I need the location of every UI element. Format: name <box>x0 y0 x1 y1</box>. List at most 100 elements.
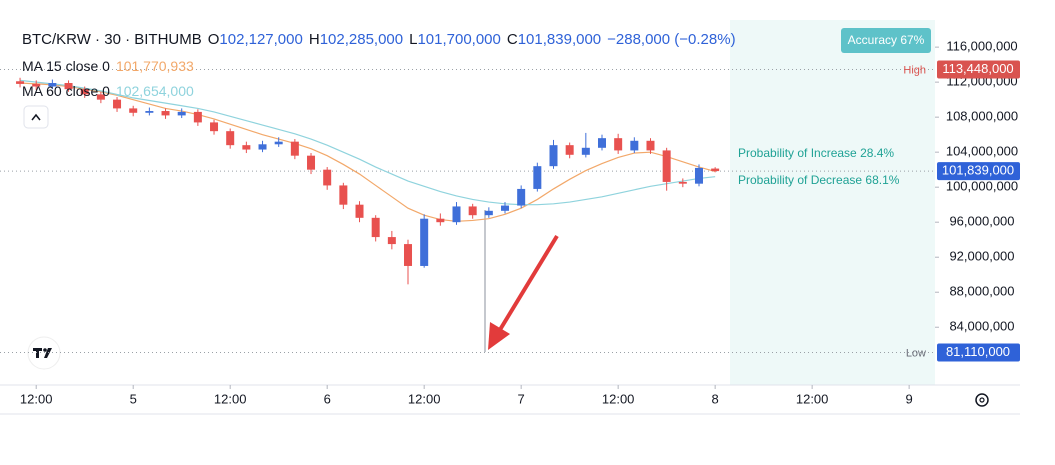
arrow <box>488 234 559 350</box>
candle-body <box>484 210 493 216</box>
change: −288,000 (−0.28%) <box>607 31 736 48</box>
x-tick-label: 5 <box>130 391 137 406</box>
price-badge-label: 81,110,000 <box>946 344 1010 359</box>
x-tick-label: 6 <box>324 391 331 406</box>
candle-body <box>64 83 73 90</box>
ohlc-item: O102,127,000 <box>208 31 303 48</box>
y-tick-label: 116,000,000 <box>946 39 1017 54</box>
candle-body <box>307 155 316 170</box>
price-badge <box>937 343 1020 362</box>
moving-average <box>19 79 716 206</box>
x-tick-label: 8 <box>712 391 719 406</box>
ohlc-label: H <box>308 31 320 48</box>
candle-body <box>32 83 41 87</box>
accuracy-text: Accuracy 67% <box>848 33 925 47</box>
y-tick-label: 104,000,000 <box>946 144 1018 159</box>
candle-body <box>646 140 655 151</box>
settings-icon[interactable] <box>975 393 989 407</box>
candle-body <box>581 147 590 155</box>
candle-body <box>80 89 89 95</box>
candle-body <box>694 167 703 184</box>
x-tick-label: 9 <box>906 391 913 406</box>
candle-body <box>565 145 574 155</box>
indicator-reading: 101,770,933 <box>115 58 194 74</box>
reference-name: Low <box>906 347 926 359</box>
candle-body <box>711 168 720 172</box>
y-tick-label: 108,000,000 <box>946 109 1018 124</box>
candle-body <box>420 218 429 266</box>
candle-body <box>678 181 687 184</box>
x-tick-label: 12:00 <box>796 391 829 406</box>
indicator-legend: MA 60 close 0 102,654,000 <box>22 83 194 99</box>
candle-body <box>549 145 558 167</box>
ohlc-label: L <box>409 31 418 48</box>
candle-body <box>129 108 138 113</box>
x-tick-label: 12:00 <box>214 391 247 406</box>
candle-body <box>468 206 477 216</box>
symbol-title: BTC/KRW · 30 · BITHUMB <box>22 31 202 48</box>
y-tick-label: 84,000,000 <box>949 319 1014 334</box>
candle-body <box>145 111 154 113</box>
accuracy-badge: Accuracy 67% <box>841 28 931 53</box>
price-badge <box>937 60 1020 79</box>
ohlc-value: 102,285,000 <box>319 31 404 48</box>
x-tick-label: 7 <box>518 391 525 406</box>
ohlc-item: L101,700,000 <box>409 31 501 48</box>
candle-body <box>404 244 413 266</box>
candle-body <box>16 81 25 84</box>
candle-body <box>48 83 57 87</box>
x-tick-label: 12:00 <box>20 391 53 406</box>
ohlc-item: C101,839,000 <box>507 31 601 48</box>
indicator-reading: 102,654,000 <box>115 83 194 99</box>
candle-body <box>517 188 526 206</box>
candle-body <box>177 111 186 116</box>
ohlc-value: 102,127,000 <box>219 31 303 48</box>
candle-body <box>113 99 122 109</box>
collapse-button[interactable] <box>23 105 49 129</box>
candle-body <box>614 138 623 151</box>
candle-body <box>258 144 267 150</box>
candle-body <box>274 141 283 145</box>
candle-body <box>662 150 671 182</box>
candle-body <box>436 218 445 223</box>
candle-body <box>210 122 219 132</box>
candle-body <box>387 237 396 245</box>
candle-body <box>533 166 542 189</box>
x-tick-label: 12:00 <box>408 391 441 406</box>
moving-average <box>20 82 716 222</box>
candle-body <box>355 204 364 218</box>
prediction-zone <box>730 20 935 385</box>
indicator-name: MA 60 close 0 <box>22 83 110 99</box>
candle-body <box>371 217 380 238</box>
candle-body <box>242 145 251 150</box>
candle-body <box>323 169 332 186</box>
y-tick-label: 100,000,000 <box>946 179 1018 194</box>
candle-body <box>290 141 299 156</box>
probability-text: Probability of Increase 28.4% <box>738 146 894 160</box>
candle-body <box>452 206 461 223</box>
probability-text: Probability of Decrease 68.1% <box>738 173 900 187</box>
indicator-legend: MA 15 close 0 101,770,933 <box>22 58 194 74</box>
candle-body <box>96 94 105 100</box>
y-tick-label: 88,000,000 <box>949 284 1014 299</box>
candle-body <box>339 185 348 205</box>
y-tick-label: 96,000,000 <box>949 214 1014 229</box>
candle-body <box>161 111 170 116</box>
ohlc-value: 101,700,000 <box>417 31 501 48</box>
candle-body <box>597 138 606 148</box>
y-tick-label: 92,000,000 <box>949 249 1014 264</box>
price-badge-label: 113,448,000 <box>942 61 1013 76</box>
price-badge-label: 101,839,000 <box>942 163 1014 178</box>
candle-body <box>226 131 235 146</box>
ohlc-item: H102,285,000 <box>309 31 403 48</box>
ohlc-label: O <box>207 31 220 48</box>
indicator-name: MA 15 close 0 <box>22 58 110 74</box>
candle-body <box>193 111 202 123</box>
candle-body <box>630 140 639 151</box>
ohlc-value: 101,839,000 <box>517 31 602 48</box>
symbol-legend: BTC/KRW · 30 · BITHUMB O102,127,000 H102,2… <box>22 31 742 48</box>
price-badge <box>937 162 1020 181</box>
x-tick-label: 12:00 <box>602 391 635 406</box>
